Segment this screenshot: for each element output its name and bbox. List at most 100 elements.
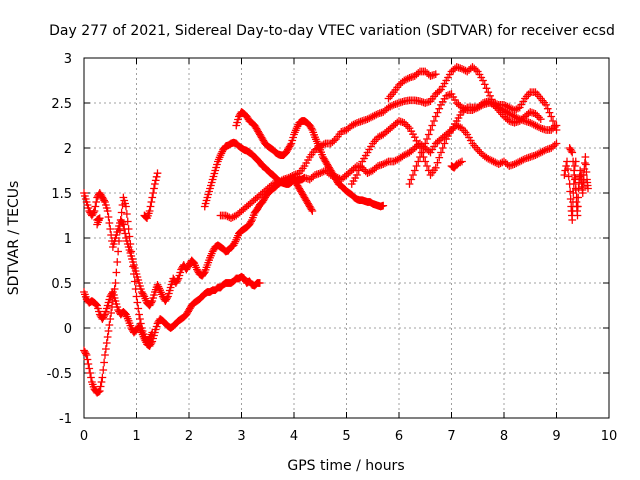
data-point [148,193,157,202]
data-point [133,298,142,307]
data-point [102,204,111,212]
data-point [117,208,126,217]
data-point [111,297,120,305]
data-series [560,144,592,224]
data-point [424,130,433,139]
data-point [81,195,90,203]
x-tick-label: 6 [395,429,403,444]
data-point [104,327,113,335]
data-point [204,190,213,199]
data-point [552,139,561,148]
data-point [92,198,101,206]
axis-ticks: 0 1 2 3 4 5 6 7 8 9 10 -1 -0.5 0 0.5 1 1.5 2 2.5 3 [47,52,618,444]
data-point [536,115,545,124]
data-point [91,202,100,211]
data-point [542,100,550,109]
data-point [130,264,139,272]
data-point [308,207,317,215]
data-point [103,301,112,310]
data-point [137,285,145,293]
data-point [95,387,104,395]
data-point [232,121,241,130]
data-point [563,157,571,166]
data-point [145,207,154,215]
data-point [82,198,91,206]
data-point [110,237,119,245]
x-tick-label: 3 [237,429,245,444]
data-point [414,157,423,166]
data-point [289,133,297,142]
data-point [150,331,158,340]
data-point [109,291,118,299]
data-point [92,300,101,309]
data-point [107,309,115,317]
data-point [407,175,416,184]
data-point [421,139,430,148]
data-point [213,160,221,169]
data-point [207,178,216,187]
data-point [549,117,557,125]
data-point [85,364,94,373]
data-series [347,117,561,188]
data-point [578,171,586,179]
data-point [412,162,421,170]
data-point [119,220,128,229]
x-tick-label: 2 [185,429,193,444]
data-point [174,274,183,283]
data-point [102,307,110,316]
data-point [207,181,215,190]
y-tick-label: -0.5 [47,367,72,382]
data-point [287,139,296,148]
data-point [135,279,143,287]
data-point [124,243,133,251]
data-point [135,310,143,319]
data-point [435,153,444,162]
y-tick-label: 0.5 [51,277,72,292]
data-point [121,229,129,238]
data-point [104,298,113,307]
data-point [109,243,117,251]
data-point [104,213,113,221]
data-point [132,292,141,301]
data-point [149,294,157,302]
data-point [482,84,491,93]
data-point [90,207,99,215]
data-point [210,169,219,178]
data-point [131,267,140,275]
data-point [125,246,134,254]
data-point [111,279,120,287]
data-point [87,373,95,382]
data-point [256,279,264,287]
data-point [209,172,218,181]
data-point [123,217,132,226]
data-point [568,148,577,157]
data-point [115,222,123,230]
data-point [110,294,119,302]
data-point [438,144,447,152]
data-point [423,135,431,143]
data-point [83,355,92,364]
data-point [543,104,552,113]
data-point [84,204,93,212]
data-point [148,337,157,346]
data-point [98,373,107,382]
data-point [126,249,135,257]
data-point [95,307,103,316]
x-tick-label: 1 [132,429,140,444]
data-point [119,193,128,202]
data-point [134,304,143,313]
y-tick-label: -1 [59,412,72,427]
data-point [212,163,220,172]
data-point [106,315,115,323]
data-point [132,270,141,278]
data-point [430,117,438,125]
data-point [479,76,487,85]
x-tick-label: 10 [601,429,618,444]
data-point [102,201,110,209]
data-point [569,157,577,166]
data-point [167,280,176,289]
data-point [206,184,214,193]
data-point [211,166,220,175]
data-point [435,104,444,113]
data-point [440,139,449,148]
